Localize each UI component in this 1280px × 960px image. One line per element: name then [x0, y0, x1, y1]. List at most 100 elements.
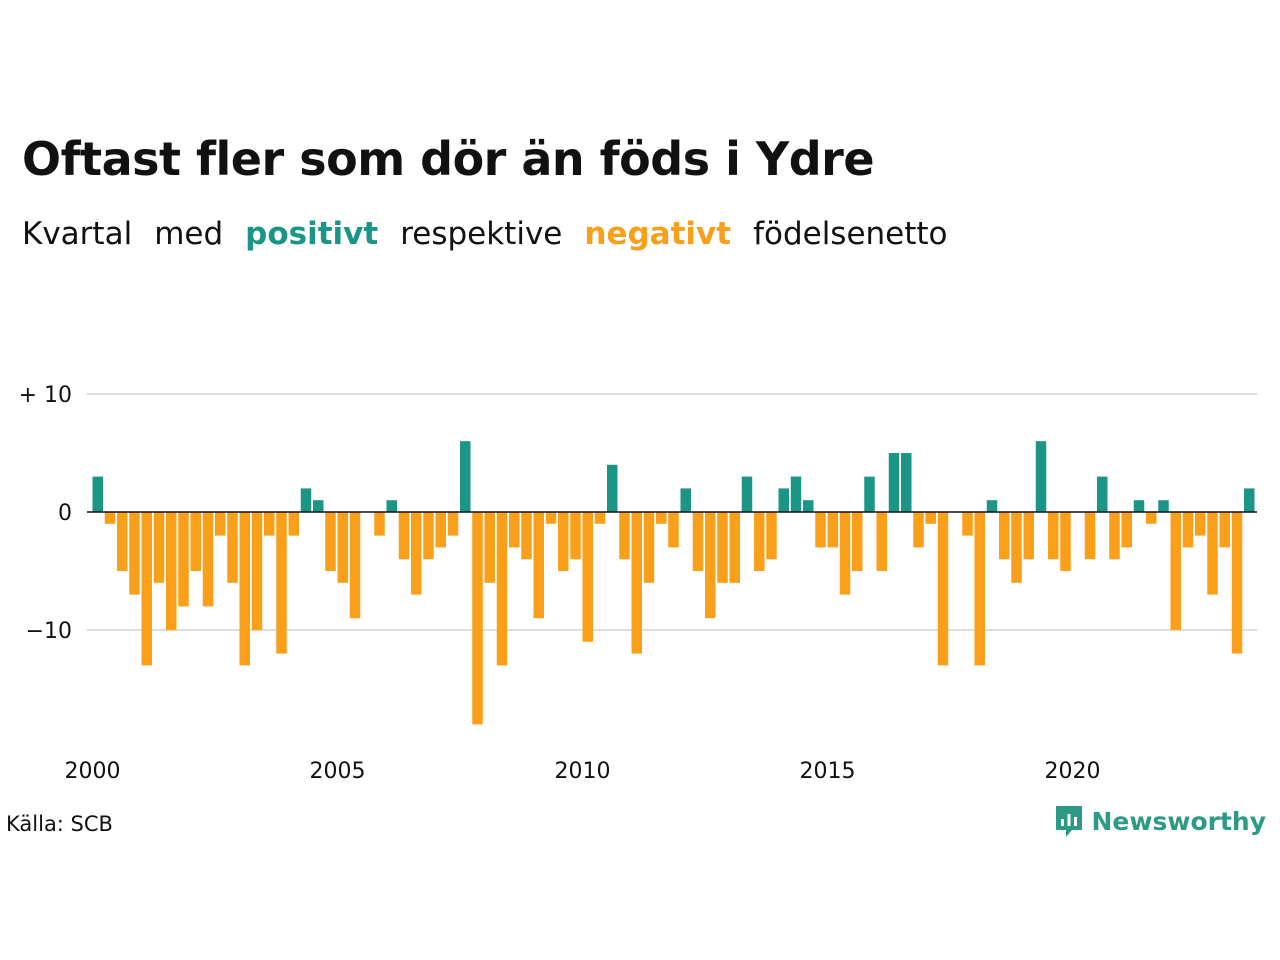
bar [1060, 512, 1071, 571]
bar [827, 512, 838, 548]
bar [227, 512, 238, 583]
bar [1158, 500, 1169, 512]
subtitle-word-respektive: respektive [400, 216, 563, 252]
bar [888, 453, 900, 512]
bar [1048, 512, 1059, 560]
bar [582, 512, 593, 642]
bar [558, 512, 569, 571]
bar [1011, 512, 1022, 583]
bar [1182, 512, 1194, 548]
bar [104, 512, 116, 524]
bar [349, 512, 361, 619]
x-tick-label: 2000 [65, 759, 121, 784]
bar [790, 476, 802, 512]
bar [594, 512, 606, 524]
bar [1023, 512, 1034, 560]
bar [619, 512, 630, 560]
bar [1084, 512, 1096, 560]
subtitle-word-med: med [154, 216, 224, 252]
bar [631, 512, 642, 654]
bar [766, 512, 777, 560]
bar [1231, 512, 1243, 654]
bar [999, 512, 1010, 560]
bar [484, 512, 495, 583]
bar [1146, 512, 1157, 524]
bar [607, 464, 618, 512]
bar [460, 441, 471, 512]
x-tick-label: 2005 [310, 759, 366, 784]
bar [398, 512, 410, 560]
bar [129, 512, 140, 595]
x-tick-label: 2015 [800, 759, 856, 784]
bar [1195, 512, 1206, 536]
bar [1219, 512, 1230, 548]
bar [1097, 476, 1108, 512]
y-tick-label: + 10 [19, 383, 72, 408]
bar [1207, 512, 1218, 595]
bar [337, 512, 348, 583]
bar [913, 512, 924, 548]
bar [1035, 441, 1047, 512]
bar [325, 512, 336, 571]
bar [202, 512, 214, 607]
bar [754, 512, 765, 571]
bar [864, 476, 875, 512]
bar [815, 512, 826, 548]
bar [300, 488, 312, 512]
bar [778, 488, 789, 512]
bar [288, 512, 299, 536]
bar [643, 512, 655, 583]
bar [1133, 500, 1145, 512]
bar [1121, 512, 1132, 548]
bar [533, 512, 544, 619]
bar [141, 512, 152, 666]
bar [974, 512, 985, 666]
bar [117, 512, 128, 571]
chart-subtitle: Kvartal med positivt respektive negativt föde… [22, 216, 970, 252]
bar [153, 512, 165, 583]
bar [521, 512, 532, 560]
bar [803, 500, 814, 512]
bar [1244, 488, 1255, 512]
bar [435, 512, 446, 548]
bar [92, 476, 103, 512]
bar [545, 512, 557, 524]
bar [741, 476, 753, 512]
y-tick-label: −10 [26, 619, 72, 644]
bar [962, 512, 973, 536]
bar [986, 500, 998, 512]
bar [717, 512, 728, 583]
bar [668, 512, 679, 548]
brand-name: Newsworthy [1091, 806, 1267, 836]
bar [729, 512, 740, 583]
source-note: Källa: SCB [6, 812, 113, 836]
newsworthy-logo-icon [1055, 806, 1082, 837]
bar [215, 512, 226, 536]
bar [411, 512, 422, 595]
x-tick-label: 2020 [1045, 759, 1101, 784]
bar [852, 512, 863, 571]
subtitle-negative-label: negativt [584, 216, 732, 252]
bar [447, 512, 459, 536]
bar [680, 488, 691, 512]
subtitle-positive-label: positivt [245, 216, 379, 252]
bar [472, 512, 483, 725]
bar [386, 500, 397, 512]
subtitle-word-fodelsenetto: födelsenetto [753, 216, 948, 252]
bar [705, 512, 716, 619]
bar [901, 453, 912, 512]
bar [276, 512, 287, 654]
bar [190, 512, 201, 571]
bar [876, 512, 887, 571]
bar [509, 512, 520, 548]
bar [570, 512, 581, 560]
bar [374, 512, 385, 536]
bar [656, 512, 667, 524]
bar [264, 512, 275, 536]
newsworthy-logo: Newsworthy [1054, 804, 1267, 838]
bar [496, 512, 508, 666]
bar [313, 500, 324, 512]
bar [178, 512, 189, 607]
bar [251, 512, 263, 630]
